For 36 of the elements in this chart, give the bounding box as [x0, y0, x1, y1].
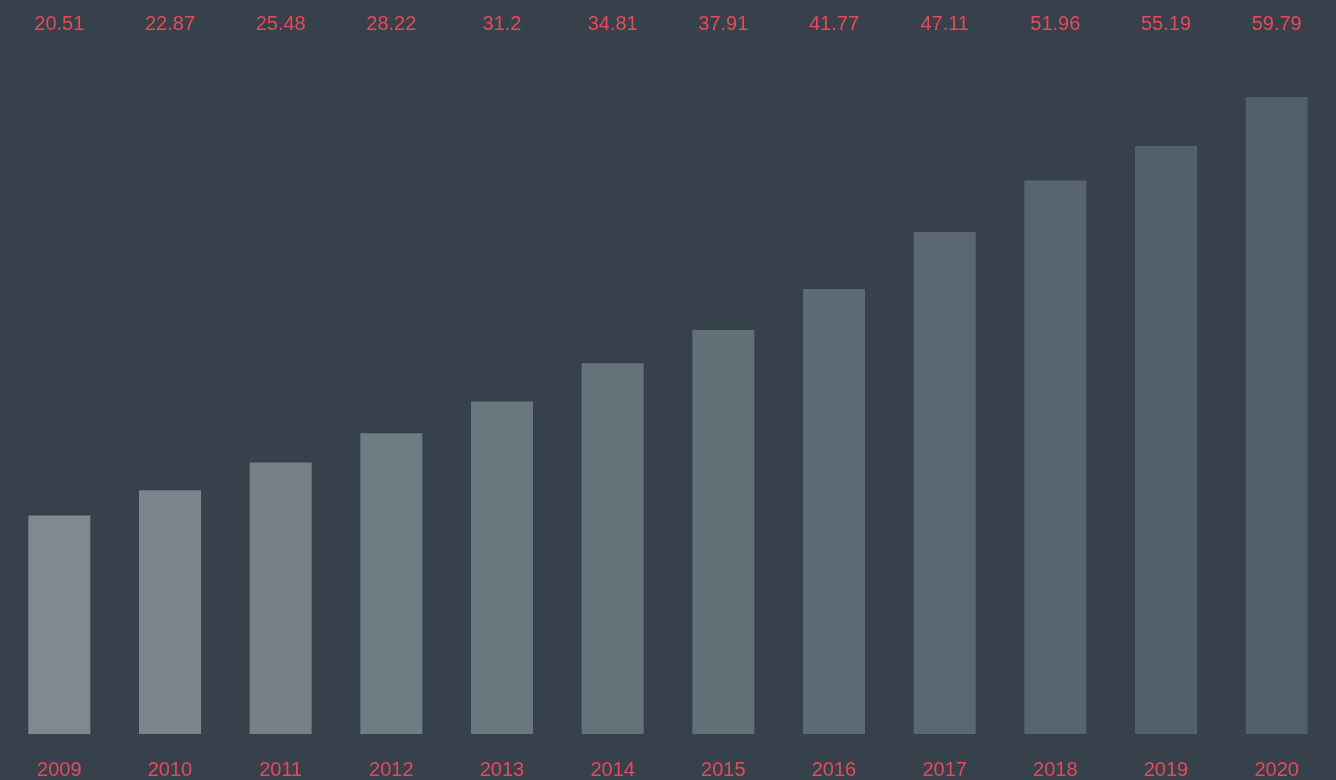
- x-tick-label: 2014: [590, 758, 635, 780]
- x-tick-label: 2020: [1254, 758, 1299, 780]
- x-tick-label: 2009: [37, 758, 82, 780]
- data-label: 59.79: [1251, 12, 1302, 34]
- x-tick-label: 2019: [1143, 758, 1189, 780]
- bar: [28, 515, 91, 734]
- bar: [913, 232, 976, 734]
- data-label: 31.2: [482, 12, 522, 34]
- data-label: 51.96: [1030, 12, 1081, 34]
- x-tick-label: 2016: [811, 758, 857, 780]
- data-label: 47.11: [920, 12, 969, 34]
- bar: [1135, 146, 1198, 734]
- data-label: 34.81: [587, 12, 638, 34]
- bar: [803, 288, 866, 734]
- bar: [360, 433, 423, 734]
- x-tick-label: 2012: [369, 758, 414, 780]
- bar: [1245, 97, 1308, 734]
- data-label: 55.19: [1140, 12, 1192, 34]
- data-label: 28.22: [366, 12, 417, 34]
- x-tick-label: 2015: [701, 758, 746, 780]
- data-label: 20.51: [34, 12, 85, 34]
- x-tick-label: 2018: [1033, 758, 1078, 780]
- x-tick-label: 2010: [147, 758, 193, 780]
- data-label: 25.48: [255, 12, 306, 34]
- bar: [692, 330, 755, 734]
- data-label: 41.77: [808, 12, 860, 34]
- bar: [471, 401, 534, 734]
- data-label: 37.91: [698, 12, 749, 34]
- x-tick-label: 2011: [259, 758, 303, 780]
- bar: [581, 363, 644, 734]
- x-tick-label: 2017: [922, 758, 967, 780]
- data-label: 22.87: [144, 12, 196, 34]
- bar: [249, 462, 312, 734]
- bar: [139, 490, 202, 734]
- bar: [1024, 180, 1087, 734]
- x-tick-label: 2013: [479, 758, 525, 780]
